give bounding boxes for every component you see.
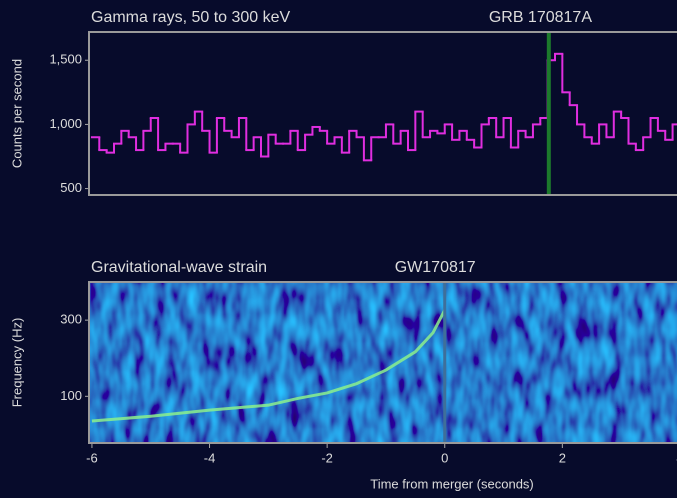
- y-tick-label: 300: [60, 312, 82, 327]
- annotation: GRB 170817A: [489, 9, 593, 26]
- spectrogram-noise: [89, 282, 677, 443]
- x-tick-label: -2: [321, 450, 333, 465]
- panel-frame: [88, 281, 677, 444]
- y-tick-label: 1,000: [49, 116, 82, 131]
- panel-title: Gamma rays, 50 to 300 keV: [91, 9, 291, 26]
- x-axis-label: Time from merger (seconds): [370, 476, 534, 491]
- y-axis-label: Counts per second: [9, 59, 24, 168]
- x-tick-label: 0: [441, 450, 448, 465]
- annotation: GW170817: [395, 259, 476, 276]
- y-tick-label: 100: [60, 388, 82, 403]
- y-tick-label: 1,500: [49, 52, 82, 67]
- y-axis-label: Frequency (Hz): [9, 318, 24, 408]
- chirp-track: [91, 309, 447, 423]
- panel-title: Gravitational-wave strain: [91, 259, 267, 276]
- panel-frame: [88, 31, 677, 196]
- x-tick-label: -6: [86, 450, 98, 465]
- x-tick-label: -4: [204, 450, 216, 465]
- x-tick-label: 2: [559, 450, 566, 465]
- y-tick-label: 500: [60, 180, 82, 195]
